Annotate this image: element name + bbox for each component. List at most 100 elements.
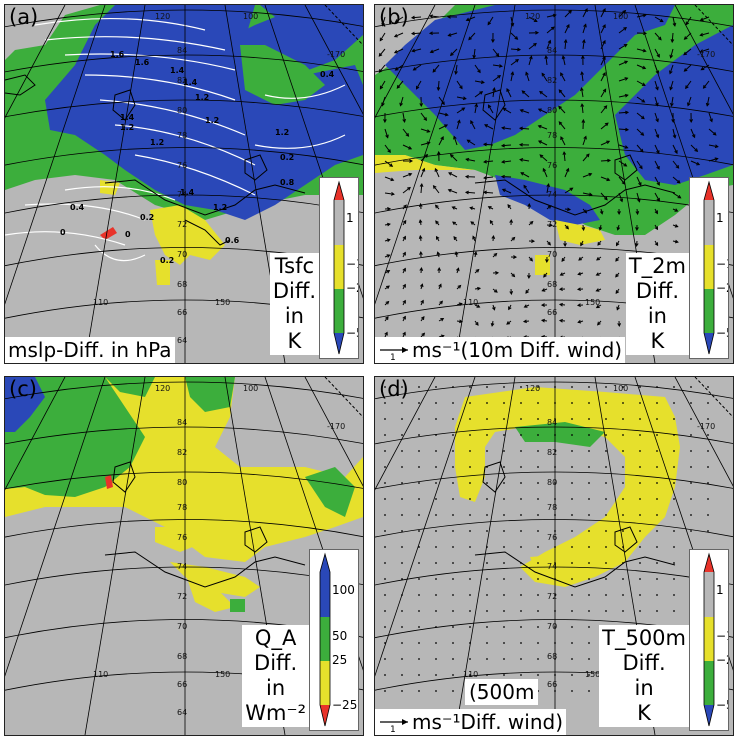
wind-vector-head bbox=[543, 273, 547, 278]
wind-vector-dot bbox=[435, 626, 437, 628]
wind-vector-head bbox=[624, 93, 629, 98]
contour-label: 0.4 bbox=[70, 203, 85, 212]
wind-vector bbox=[394, 32, 404, 38]
wind-vector-head bbox=[464, 190, 469, 195]
wind-vector-head bbox=[502, 107, 507, 112]
wind-vector-dot bbox=[452, 578, 454, 580]
wind-vector-head bbox=[389, 163, 394, 167]
wind-vector-head bbox=[558, 105, 562, 110]
wind-vector-dot bbox=[639, 514, 641, 516]
lat-label: 76 bbox=[177, 533, 187, 542]
wind-vector-dot bbox=[503, 578, 505, 580]
wind-vector-dot bbox=[639, 450, 641, 452]
wind-vector-dot bbox=[384, 514, 386, 516]
wind-vector bbox=[618, 27, 627, 34]
wind-vector-head bbox=[393, 33, 398, 38]
wind-vector-dot bbox=[469, 626, 471, 628]
wind-vector-dot bbox=[401, 562, 403, 564]
wind-vector-head bbox=[669, 70, 673, 75]
wind-vector bbox=[701, 64, 710, 71]
legend-title-line: in bbox=[647, 304, 667, 328]
wind-vector-head bbox=[580, 87, 584, 92]
wind-vector-head bbox=[615, 242, 620, 247]
wind-vector bbox=[420, 154, 428, 162]
wind-vector-head bbox=[440, 136, 444, 140]
wind-vector bbox=[541, 73, 548, 82]
panel-d-caption-top: (500m bbox=[465, 679, 539, 705]
wind-vector-dot bbox=[435, 514, 437, 516]
wind-vector-dot bbox=[384, 402, 386, 404]
wind-vector-head bbox=[655, 70, 660, 75]
wind-vector-dot bbox=[707, 482, 709, 484]
wind-vector-head bbox=[491, 306, 496, 311]
wind-vector-dot bbox=[486, 546, 488, 548]
lat-label: 74 bbox=[177, 562, 187, 571]
wind-vector-head bbox=[495, 53, 500, 57]
wind-vector-dot bbox=[520, 546, 522, 548]
wind-vector-dot bbox=[486, 514, 488, 516]
wind-vector bbox=[618, 77, 628, 82]
wind-vector-head bbox=[525, 71, 529, 76]
wind-vector-head bbox=[595, 304, 600, 309]
reference-vector-icon: 1 bbox=[380, 718, 408, 735]
wind-vector-head bbox=[515, 58, 520, 63]
wind-vector-dot bbox=[656, 578, 658, 580]
legend-title-line: in bbox=[266, 676, 286, 700]
wind-vector bbox=[600, 122, 609, 130]
wind-vector bbox=[708, 128, 717, 136]
wind-vector bbox=[438, 136, 444, 146]
wind-vector bbox=[581, 88, 584, 98]
wind-vector-head bbox=[455, 267, 460, 272]
legend-title-line: Diff. bbox=[272, 279, 316, 303]
wind-vector bbox=[618, 192, 623, 202]
colorbar-svg: 100 50 25 −25 bbox=[319, 552, 357, 727]
wind-vector bbox=[581, 72, 584, 82]
wind-vector-head bbox=[659, 18, 664, 23]
wind-vector-dot bbox=[537, 610, 539, 612]
wind-vector-head bbox=[537, 124, 542, 129]
wind-vector-dot bbox=[486, 610, 488, 612]
wind-vector-head bbox=[539, 154, 544, 159]
wind-vector-head bbox=[624, 145, 629, 149]
wind-vector-dot bbox=[605, 450, 607, 452]
wind-vector-dot bbox=[605, 386, 607, 388]
lat-label: 72 bbox=[177, 592, 187, 601]
panel-b-legend-title: T_2m Diff. in K bbox=[625, 253, 689, 355]
wind-vector-dot bbox=[605, 546, 607, 548]
wind-vector-head bbox=[670, 102, 674, 107]
colorbar-tick: −5 bbox=[716, 326, 728, 340]
wind-vector-dot bbox=[384, 466, 386, 468]
panel-a-lat-labels: 84 82 80 78 76 74 72 70 68 66 64 bbox=[177, 46, 187, 345]
wind-vector-head bbox=[654, 242, 659, 247]
wind-vector-head bbox=[419, 266, 424, 271]
wind-vector-head bbox=[595, 272, 600, 276]
wind-vector bbox=[654, 112, 659, 122]
wind-vector-head bbox=[418, 202, 423, 207]
wind-vector-head bbox=[619, 198, 624, 203]
wind-vector-dot bbox=[435, 578, 437, 580]
wind-vector bbox=[474, 64, 481, 73]
wind-vector bbox=[558, 121, 566, 130]
wind-vector bbox=[456, 107, 465, 114]
wind-vector-head bbox=[602, 8, 606, 13]
wind-vector-dot bbox=[452, 546, 454, 548]
wind-vector-head bbox=[495, 271, 500, 275]
wind-vector-head bbox=[672, 22, 677, 27]
wind-vector-head bbox=[545, 259, 549, 264]
wind-vector-dot bbox=[503, 546, 505, 548]
panel-a-colorbar: 1 −1 −2 −5 bbox=[319, 177, 363, 359]
wind-vector-head bbox=[604, 196, 608, 201]
wind-vector-head bbox=[464, 174, 469, 179]
wind-vector-head bbox=[390, 177, 395, 182]
wind-vector-head bbox=[402, 219, 407, 224]
wind-vector-head bbox=[655, 134, 660, 139]
wind-vector-dot bbox=[435, 642, 437, 644]
wind-vector bbox=[395, 64, 404, 71]
wind-vector-head bbox=[511, 273, 516, 278]
wind-vector-dot bbox=[452, 690, 454, 692]
panel-b-lon-labels: 120 100 -170 110 150 bbox=[463, 12, 715, 307]
wind-vector bbox=[453, 136, 458, 146]
wind-vector-head bbox=[599, 210, 604, 215]
contour-label: 1.4 bbox=[183, 78, 198, 87]
wind-vector-dot bbox=[520, 482, 522, 484]
